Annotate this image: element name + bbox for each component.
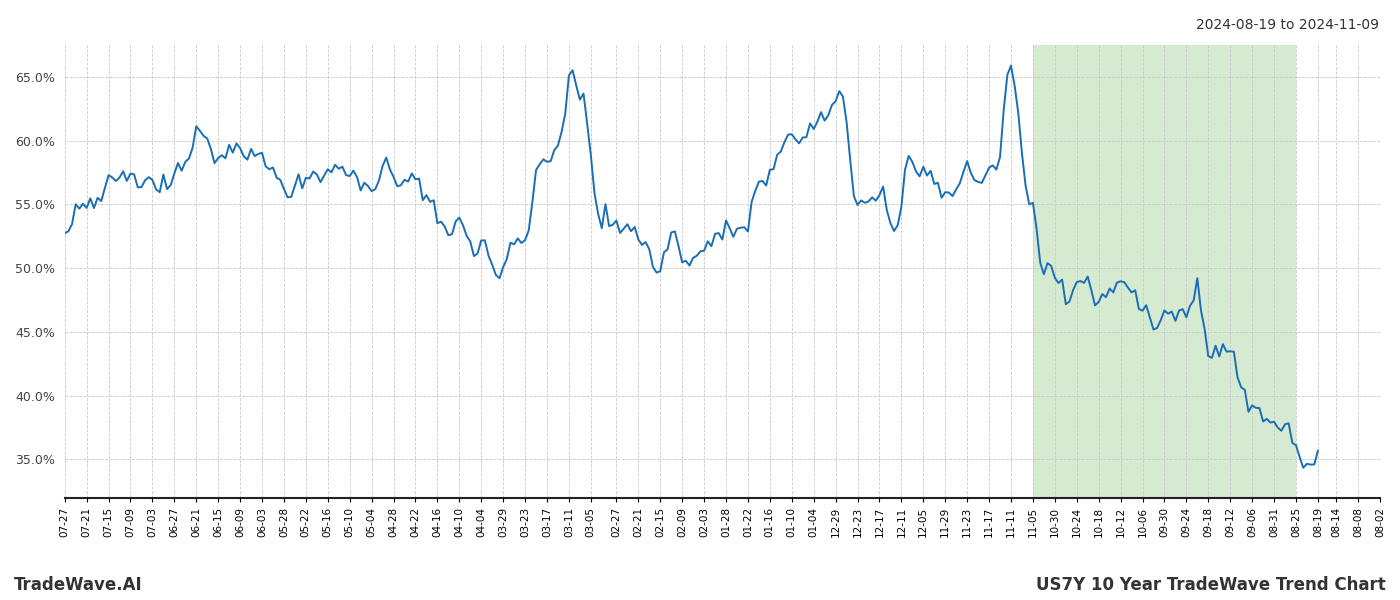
- Text: TradeWave.AI: TradeWave.AI: [14, 576, 143, 594]
- Text: US7Y 10 Year TradeWave Trend Chart: US7Y 10 Year TradeWave Trend Chart: [1036, 576, 1386, 594]
- Text: 2024-08-19 to 2024-11-09: 2024-08-19 to 2024-11-09: [1196, 18, 1379, 32]
- Bar: [1033, 45, 1296, 498]
